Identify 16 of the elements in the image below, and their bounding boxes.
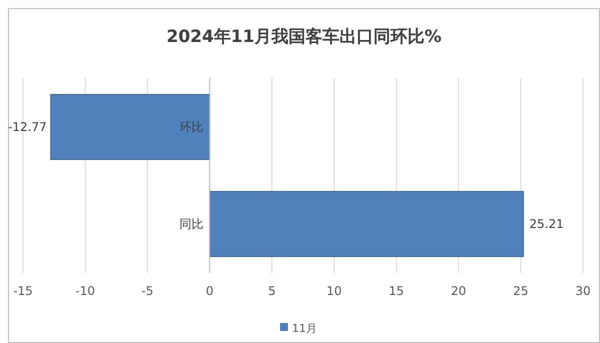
data-label: 25.21 <box>529 217 564 232</box>
x-tick-label: -10 <box>75 284 96 298</box>
data-label: -12.77 <box>8 120 47 134</box>
x-tick-label: -5 <box>141 284 154 298</box>
x-tick-label: 25 <box>513 284 528 298</box>
x-tick-label: 15 <box>388 284 404 298</box>
x-tick-label: -15 <box>13 284 33 298</box>
y-tick-label: 同比 <box>180 217 204 232</box>
x-tick-label: 10 <box>326 284 342 298</box>
x-tick-label: 20 <box>450 284 466 298</box>
y-tick-label: 环比 <box>180 120 204 134</box>
chart-title: 2024年11月我国客车出口同环比% <box>166 27 442 47</box>
x-tick-label: 0 <box>206 284 214 298</box>
x-tick-label: 30 <box>575 284 591 298</box>
legend-label: 11月 <box>292 322 317 335</box>
x-tick-label: 5 <box>268 284 276 298</box>
